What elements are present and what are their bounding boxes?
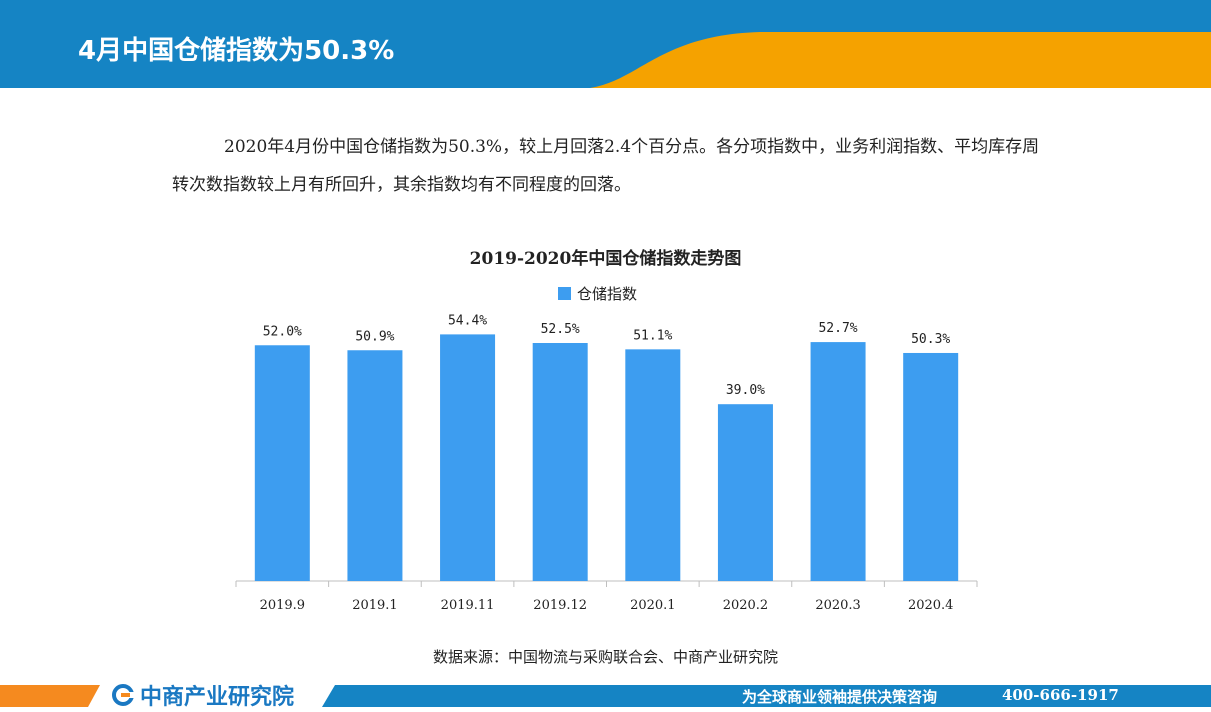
- footer-shape: [0, 685, 1211, 707]
- data-label: 50.9%: [355, 329, 394, 344]
- bar: [625, 349, 681, 581]
- bar: [254, 345, 310, 581]
- bar: [717, 404, 773, 581]
- header-shape: [0, 0, 1211, 88]
- data-label: 52.0%: [263, 324, 302, 339]
- x-tick-label: 2020.2: [723, 598, 769, 613]
- page-title: 4月中国仓储指数为50.3%: [78, 36, 395, 66]
- x-tick-label: 2019.1: [352, 598, 398, 613]
- bar: [440, 334, 496, 581]
- bar: [810, 342, 866, 581]
- header-banner: 4月中国仓储指数为50.3%: [0, 0, 1211, 88]
- bar: [903, 352, 959, 581]
- legend-label: 仓储指数: [577, 284, 638, 303]
- data-source: 数据来源：中国物流与采购联合会、中商产业研究院: [432, 648, 778, 666]
- data-label: 39.0%: [726, 383, 765, 398]
- x-tick-label: 2019.11: [441, 598, 495, 613]
- x-tick-label: 2019.12: [533, 598, 587, 613]
- brand-icon: [112, 684, 134, 706]
- intro-paragraph: 2020年4月份中国仓储指数为50.3%，较上月回落2.4个百分点。各分项指数中…: [172, 137, 1040, 195]
- footer-phone: 400-666-1917: [1002, 686, 1119, 704]
- data-label: 52.5%: [541, 322, 580, 337]
- footer-banner: [0, 680, 1211, 712]
- brand-logo: 中商产业研究院: [112, 683, 294, 710]
- x-tick-label: 2020.4: [908, 598, 954, 613]
- bar: [532, 343, 588, 581]
- data-label: 54.4%: [448, 313, 487, 328]
- chart-legend: 仓储指数: [558, 283, 637, 303]
- data-label: 51.1%: [633, 328, 672, 343]
- data-label: 50.3%: [911, 332, 950, 347]
- bar: [347, 350, 403, 581]
- x-tick-label: 2019.9: [260, 598, 306, 613]
- brand-name: 中商产业研究院: [140, 685, 295, 710]
- chart-title: 2019-2020年中国仓储指数走势图: [469, 249, 742, 269]
- x-tick-label: 2020.1: [630, 598, 676, 613]
- footer-slogan: 为全球商业领袖提供决策咨询: [742, 688, 938, 706]
- data-label: 52.7%: [818, 321, 857, 336]
- x-tick-label: 2020.3: [815, 598, 861, 613]
- legend-swatch: [558, 286, 571, 300]
